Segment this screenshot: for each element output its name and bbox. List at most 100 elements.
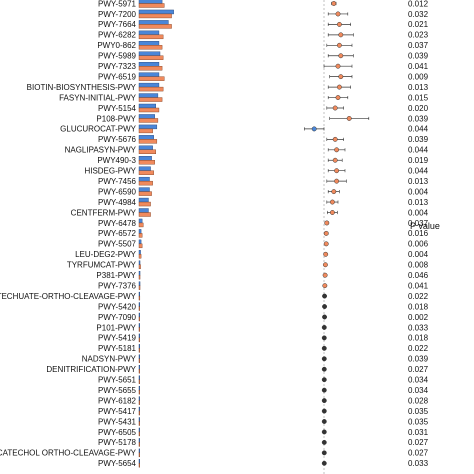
group-a-bar: [138, 312, 141, 318]
p-value-label: 0.027: [408, 365, 429, 374]
group-a-bar: [138, 427, 141, 433]
group-a-bar: [138, 72, 160, 77]
pathway-label: PWY-5651: [98, 376, 137, 385]
p-value-label: 0.034: [408, 386, 429, 395]
group-b-bar: [138, 180, 153, 186]
p-value-label: 0.041: [408, 62, 429, 71]
difference-point: [321, 419, 327, 424]
group-b-bar: [138, 97, 163, 102]
group-b-bar: [138, 254, 142, 259]
group-b-bar: [138, 139, 158, 144]
group-a-bar: [138, 51, 161, 56]
group-b-bar: [138, 233, 143, 238]
p-value-label: 0.004: [408, 187, 429, 196]
p-value-label: 0.032: [408, 10, 429, 19]
group-a-bar: [138, 124, 158, 130]
p-value-label: 0.008: [408, 261, 429, 270]
group-b-bar: [138, 369, 141, 374]
p-value-label: 0.027: [408, 438, 429, 447]
group-a-bar: [138, 459, 141, 464]
group-b-bar: [138, 170, 154, 175]
group-b-bar: [138, 348, 141, 353]
difference-point: [323, 241, 329, 247]
difference-point: [335, 95, 341, 101]
group-a-bar: [138, 41, 160, 46]
p-value-label: 0.015: [408, 93, 429, 102]
pathway-label: PWY-6505: [98, 428, 137, 437]
group-b-bar: [138, 327, 141, 332]
group-a-bar: [138, 302, 141, 307]
group-a-bar: [138, 9, 174, 15]
pathway-label: PWY-5154: [98, 104, 137, 113]
group-a-bar: [138, 406, 141, 412]
group-b-bar: [138, 379, 141, 384]
group-a-bar: [138, 166, 151, 171]
difference-point: [332, 157, 338, 163]
group-a-bar: [138, 239, 142, 245]
difference-point: [323, 230, 329, 236]
pathway-label: PWY-7323: [98, 62, 137, 71]
group-b-bar: [138, 201, 151, 207]
pathway-label: PWY-7456: [98, 177, 137, 186]
p-value-label: 0.019: [408, 156, 429, 165]
difference-point: [321, 398, 327, 404]
difference-point: [338, 53, 344, 59]
pathway-label: PWY-6519: [98, 72, 137, 81]
difference-point: [321, 356, 327, 362]
pathway-label: PWY-5419: [98, 334, 137, 343]
p-value-label: 0.018: [408, 302, 429, 311]
pathway-label: BIOTIN-BIOSYNTHESIS-PWY: [27, 83, 137, 92]
group-a-bar: [138, 229, 142, 234]
difference-point: [323, 251, 329, 257]
group-a-bar: [138, 156, 152, 161]
pathway-label: NAGLIPASYN-PWY: [65, 146, 137, 155]
pathway-label: PWY490-3: [97, 156, 136, 165]
group-a-bar: [138, 135, 154, 140]
group-a-bar: [138, 103, 156, 109]
group-b-bar: [138, 107, 160, 113]
difference-point: [321, 335, 327, 341]
difference-point: [322, 272, 328, 278]
pathway-label: CENTFERM-PWY: [71, 208, 137, 217]
group-a-bar: [138, 438, 141, 443]
p-value-label: 0.012: [408, 0, 429, 8]
p-value-label: 0.039: [408, 114, 429, 123]
group-b-bar: [138, 118, 159, 123]
pathway-label: PWY-6182: [98, 396, 137, 405]
group-b-bar: [138, 463, 141, 468]
group-b-bar: [138, 264, 141, 269]
difference-point: [334, 147, 340, 153]
group-b-bar: [138, 212, 151, 217]
difference-point: [321, 408, 327, 414]
pathway-label: PWY-7664: [98, 20, 137, 29]
difference-point: [322, 262, 328, 268]
pathway-label: DENITRIFICATION-PWY: [46, 365, 136, 374]
difference-point: [332, 105, 338, 111]
p-value-label: 0.018: [408, 334, 429, 343]
p-value-label: 0.023: [408, 31, 429, 40]
p-value-label: 0.028: [408, 396, 429, 405]
p-value-label: 0.004: [408, 208, 429, 217]
group-b-bar: [138, 358, 141, 363]
difference-point: [322, 314, 328, 320]
group-a-bar: [138, 385, 141, 391]
p-value-label: 0.016: [408, 229, 429, 238]
p-value-label: 0.039: [408, 135, 429, 144]
p-value-label: 0.013: [408, 83, 429, 92]
p-value-label: 0.013: [408, 177, 429, 186]
difference-point: [321, 429, 327, 435]
difference-point: [321, 450, 327, 456]
difference-point: [321, 345, 327, 351]
group-b-bar: [138, 295, 141, 301]
pathway-label: GLUCUROCAT-PWY: [60, 125, 137, 134]
p-value-label: 0.041: [408, 281, 429, 290]
group-a-bar: [138, 20, 169, 25]
group-b-bar: [138, 34, 164, 40]
group-a-bar: [138, 114, 155, 119]
pathway-label: PWY-5181: [98, 344, 137, 353]
group-a-bar: [138, 354, 141, 359]
p-value-label: 0.044: [408, 146, 429, 155]
p-value-label: 0.037: [408, 41, 429, 50]
